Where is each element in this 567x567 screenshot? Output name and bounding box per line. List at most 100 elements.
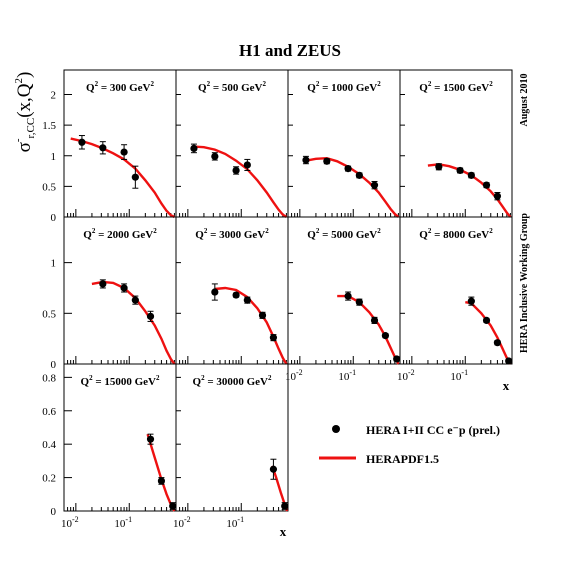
data-point <box>120 283 128 293</box>
data-point <box>131 295 139 305</box>
data-point <box>493 339 502 347</box>
legend: HERA I+II CC e⁻p (prel.) HERAPDF1.5 <box>319 423 500 466</box>
data-marker <box>370 316 379 325</box>
legend-fit-label: HERAPDF1.5 <box>366 452 439 466</box>
data-point <box>169 502 177 510</box>
y-tick-label: 0 <box>51 506 57 518</box>
data-marker <box>456 166 464 175</box>
data-marker <box>344 292 352 300</box>
y-tick-label: 1.5 <box>42 120 56 132</box>
y-tick-label: 0.5 <box>42 181 56 193</box>
data-point <box>99 141 107 155</box>
fit-curve <box>305 156 400 218</box>
fit-curve <box>427 163 512 218</box>
data-marker <box>435 163 443 171</box>
data-marker <box>482 181 491 189</box>
panel-label: Q2 = 1000 GeV2 <box>307 80 381 94</box>
panel-label: Q2 = 3000 GeV2 <box>195 227 269 241</box>
panel-4: Q2 = 1500 GeV2 <box>399 69 513 218</box>
panel-label: Q2 = 2000 GeV2 <box>83 227 157 241</box>
data-marker <box>269 334 278 342</box>
data-marker <box>78 138 86 146</box>
data-marker <box>120 284 128 292</box>
data-point <box>269 334 278 342</box>
x-axis-label-row3: x <box>280 524 287 539</box>
y-label-sigma: σ <box>14 142 35 152</box>
panel-label: Q2 = 8000 GeV2 <box>419 227 493 241</box>
data-marker <box>99 280 107 288</box>
x-tick-label: 10-2 <box>61 515 79 530</box>
y-tick-label: 0 <box>51 212 57 224</box>
data-point <box>482 316 491 325</box>
data-point <box>146 310 155 322</box>
x-tick-label: 10-1 <box>114 515 132 530</box>
data-marker <box>269 465 278 473</box>
data-marker <box>323 157 331 165</box>
panel-grid: 0 0.5 1 1.5 2 Q2 = 300 GeV2 Q2 = 500 GeV2 Q2 = … <box>42 69 513 530</box>
data-point <box>146 433 155 445</box>
data-point <box>120 144 128 160</box>
data-marker <box>355 298 363 306</box>
panel-label: Q2 = 1500 GeV2 <box>419 80 493 94</box>
data-marker <box>190 144 198 152</box>
data-marker <box>258 311 267 319</box>
data-point <box>344 291 352 301</box>
data-point <box>505 357 513 365</box>
y-tick-label: 1 <box>51 258 57 270</box>
y-tick-label: 0.4 <box>42 439 56 451</box>
data-point <box>467 296 475 306</box>
data-point <box>482 181 491 189</box>
data-point <box>355 298 363 306</box>
fit-curve <box>465 301 512 365</box>
fit-curve <box>91 280 176 365</box>
data-marker <box>232 166 240 175</box>
y-tick-label: 0.8 <box>42 372 56 384</box>
data-marker <box>146 435 155 443</box>
legend-data-marker <box>332 425 340 433</box>
panel-label: Q2 = 5000 GeV2 <box>307 227 381 241</box>
data-marker <box>355 171 363 179</box>
data-point <box>281 502 289 510</box>
y-axis-label: σ-r,CC(x,Q2) <box>12 72 37 153</box>
data-marker <box>232 291 240 299</box>
data-point <box>467 171 475 179</box>
y-tick-label: 0.6 <box>42 406 56 418</box>
data-point <box>232 166 240 175</box>
data-point <box>258 311 267 319</box>
legend-data-label: HERA I+II CC e⁻p (prel.) <box>366 423 500 437</box>
y-tick-label: 1 <box>51 151 57 163</box>
data-marker <box>493 192 502 200</box>
data-marker <box>243 296 251 304</box>
data-point <box>99 279 107 289</box>
fit-curve <box>146 433 176 512</box>
panel-label: Q2 = 30000 GeV2 <box>193 374 272 388</box>
data-point <box>78 135 86 150</box>
data-marker <box>381 332 390 340</box>
x-tick-label: 10-1 <box>226 515 244 530</box>
panel-5: 0 0.5 1 Q2 = 2000 GeV2 <box>42 216 177 371</box>
data-marker <box>482 316 491 325</box>
x-tick-label: 10-1 <box>338 368 356 383</box>
data-marker <box>467 297 475 305</box>
y-label-sub: r,CC <box>25 118 37 139</box>
data-point <box>393 355 401 363</box>
panel-10: 10-2 10-1 Q2 = 30000 GeV2 <box>173 363 289 530</box>
panel-label: Q2 = 300 GeV2 <box>86 80 154 94</box>
data-marker <box>344 165 352 173</box>
data-point <box>381 332 390 340</box>
y-tick-label: 0 <box>51 359 57 371</box>
data-point <box>243 158 251 171</box>
data-point <box>190 143 198 154</box>
x-tick-label: 10-2 <box>397 368 415 383</box>
data-point <box>211 152 219 161</box>
side-note-group: HERA Inclusive Working Group <box>519 213 530 353</box>
data-marker <box>131 296 139 304</box>
panel-6: Q2 = 3000 GeV2 <box>175 216 289 365</box>
y-tick-label: 0.5 <box>42 308 56 320</box>
x-axis-label-row2: x <box>503 378 510 393</box>
data-marker <box>281 502 289 510</box>
panel-2: Q2 = 500 GeV2 <box>175 69 289 218</box>
y-label-args: (x,Q <box>14 83 35 118</box>
data-point <box>435 163 443 171</box>
